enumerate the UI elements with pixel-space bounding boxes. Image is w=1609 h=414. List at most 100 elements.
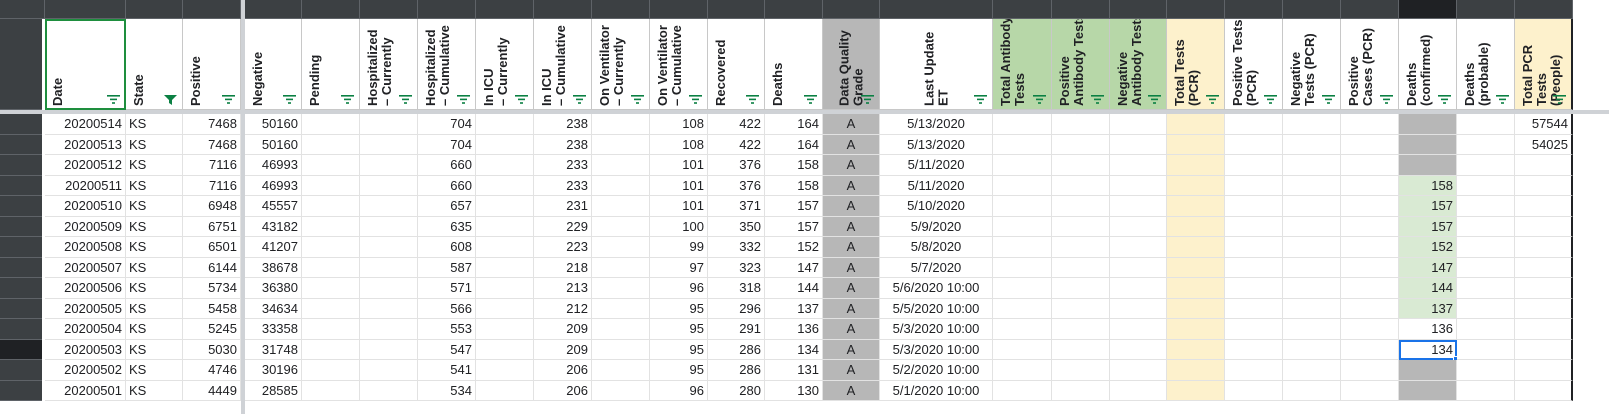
- cell-l5116[interactable]: 323: [708, 257, 765, 278]
- cell-q4724[interactable]: [1052, 114, 1110, 135]
- cell-p4836[interactable]: [993, 155, 1052, 176]
- cell-r5228[interactable]: [1110, 298, 1167, 319]
- cell-u5396[interactable]: [1283, 360, 1341, 381]
- header-cell-p[interactable]: Total Antibody Tests: [993, 19, 1052, 110]
- cell-p4724[interactable]: [993, 114, 1052, 135]
- cell-u5340[interactable]: [1283, 339, 1341, 360]
- row-header-4836[interactable]: [0, 155, 42, 176]
- cell-l5172[interactable]: 318: [708, 278, 765, 299]
- header-cell-x[interactable]: Deaths (probable): [1457, 19, 1515, 110]
- cell-w5060[interactable]: 152: [1399, 237, 1457, 258]
- header-cell-b[interactable]: State: [126, 19, 183, 110]
- column-header-p[interactable]: [993, 0, 1052, 19]
- filter-icon[interactable]: [631, 95, 644, 104]
- cell-v4836[interactable]: [1341, 155, 1399, 176]
- cell-p5228[interactable]: [993, 298, 1052, 319]
- cell-u5172[interactable]: [1283, 278, 1341, 299]
- cell-u4836[interactable]: [1283, 155, 1341, 176]
- filter-icon[interactable]: [283, 95, 296, 104]
- cell-o5452[interactable]: 5/1/2020 10:00: [880, 380, 993, 401]
- cell-h4780[interactable]: [476, 134, 534, 155]
- cell-p5284[interactable]: [993, 319, 1052, 340]
- cell-i5284[interactable]: 209: [534, 319, 592, 340]
- cell-g4948[interactable]: 657: [418, 196, 476, 217]
- column-header-q[interactable]: [1052, 0, 1110, 19]
- header-cell-h[interactable]: In ICU – Currently: [476, 19, 534, 110]
- cell-n5004[interactable]: A: [823, 216, 880, 237]
- cell-f5004[interactable]: [360, 216, 418, 237]
- column-header-i[interactable]: [534, 0, 592, 19]
- cell-m5060[interactable]: 152: [765, 237, 823, 258]
- cell-e5004[interactable]: [302, 216, 360, 237]
- cell-b4836[interactable]: KS: [126, 155, 183, 176]
- cell-a4948[interactable]: 20200510: [45, 196, 126, 217]
- cell-x4780[interactable]: [1457, 134, 1515, 155]
- column-header-y[interactable]: [1515, 0, 1573, 19]
- cell-g4892[interactable]: 660: [418, 175, 476, 196]
- cell-t4724[interactable]: [1225, 114, 1283, 135]
- cell-e5340[interactable]: [302, 339, 360, 360]
- cell-p5340[interactable]: [993, 339, 1052, 360]
- cell-i4948[interactable]: 231: [534, 196, 592, 217]
- cell-i5340[interactable]: 209: [534, 339, 592, 360]
- filter-icon[interactable]: [399, 95, 412, 104]
- cell-o5284[interactable]: 5/3/2020 10:00: [880, 319, 993, 340]
- row-header-5284[interactable]: [0, 319, 42, 340]
- cell-d4836[interactable]: 46993: [245, 155, 302, 176]
- filter-icon[interactable]: [515, 95, 528, 104]
- cell-i4836[interactable]: 233: [534, 155, 592, 176]
- cell-j5116[interactable]: [592, 257, 650, 278]
- cell-x5452[interactable]: [1457, 380, 1515, 401]
- column-header-b[interactable]: [126, 0, 183, 19]
- cell-c4892[interactable]: 7116: [183, 175, 241, 196]
- row-header-5228[interactable]: [0, 298, 42, 319]
- cell-r5396[interactable]: [1110, 360, 1167, 381]
- cell-f5452[interactable]: [360, 380, 418, 401]
- cell-n5172[interactable]: A: [823, 278, 880, 299]
- cell-t4892[interactable]: [1225, 175, 1283, 196]
- cell-n4948[interactable]: A: [823, 196, 880, 217]
- cell-e5228[interactable]: [302, 298, 360, 319]
- cell-s5060[interactable]: [1167, 237, 1225, 258]
- cell-y5396[interactable]: [1515, 360, 1573, 381]
- filter-icon[interactable]: [1206, 95, 1219, 104]
- cell-y5004[interactable]: [1515, 216, 1573, 237]
- cell-b5228[interactable]: KS: [126, 298, 183, 319]
- cell-c4724[interactable]: 7468: [183, 114, 241, 135]
- cell-i5004[interactable]: 229: [534, 216, 592, 237]
- cell-v5396[interactable]: [1341, 360, 1399, 381]
- cell-r4780[interactable]: [1110, 134, 1167, 155]
- header-cell-y[interactable]: Total PCR Tests (People): [1515, 19, 1573, 110]
- cell-s5340[interactable]: [1167, 339, 1225, 360]
- cell-r5284[interactable]: [1110, 319, 1167, 340]
- cell-c5004[interactable]: 6751: [183, 216, 241, 237]
- cell-k5116[interactable]: 97: [650, 257, 708, 278]
- cell-i5452[interactable]: 206: [534, 380, 592, 401]
- filter-icon[interactable]: [1148, 95, 1161, 104]
- cell-d4780[interactable]: 50160: [245, 134, 302, 155]
- filter-icon[interactable]: [1322, 95, 1335, 104]
- cell-k5284[interactable]: 95: [650, 319, 708, 340]
- cell-y4836[interactable]: [1515, 155, 1573, 176]
- cell-n4836[interactable]: A: [823, 155, 880, 176]
- cell-a4836[interactable]: 20200512: [45, 155, 126, 176]
- cell-q5396[interactable]: [1052, 360, 1110, 381]
- cell-s5172[interactable]: [1167, 278, 1225, 299]
- column-header-l[interactable]: [708, 0, 765, 19]
- cell-h5452[interactable]: [476, 380, 534, 401]
- cell-f5060[interactable]: [360, 237, 418, 258]
- cell-e5116[interactable]: [302, 257, 360, 278]
- cell-h5284[interactable]: [476, 319, 534, 340]
- column-header-x[interactable]: [1457, 0, 1515, 19]
- cell-k5004[interactable]: 100: [650, 216, 708, 237]
- column-header-h[interactable]: [476, 0, 534, 19]
- cell-k4836[interactable]: 101: [650, 155, 708, 176]
- header-cell-q[interactable]: Positive Antibody Tests: [1052, 19, 1110, 110]
- cell-b4780[interactable]: KS: [126, 134, 183, 155]
- cell-v5004[interactable]: [1341, 216, 1399, 237]
- cell-k4724[interactable]: 108: [650, 114, 708, 135]
- cell-a5228[interactable]: 20200505: [45, 298, 126, 319]
- column-header-d[interactable]: [245, 0, 302, 19]
- header-cell-k[interactable]: On Ventilator – Cumulative: [650, 19, 708, 110]
- cell-g5116[interactable]: 587: [418, 257, 476, 278]
